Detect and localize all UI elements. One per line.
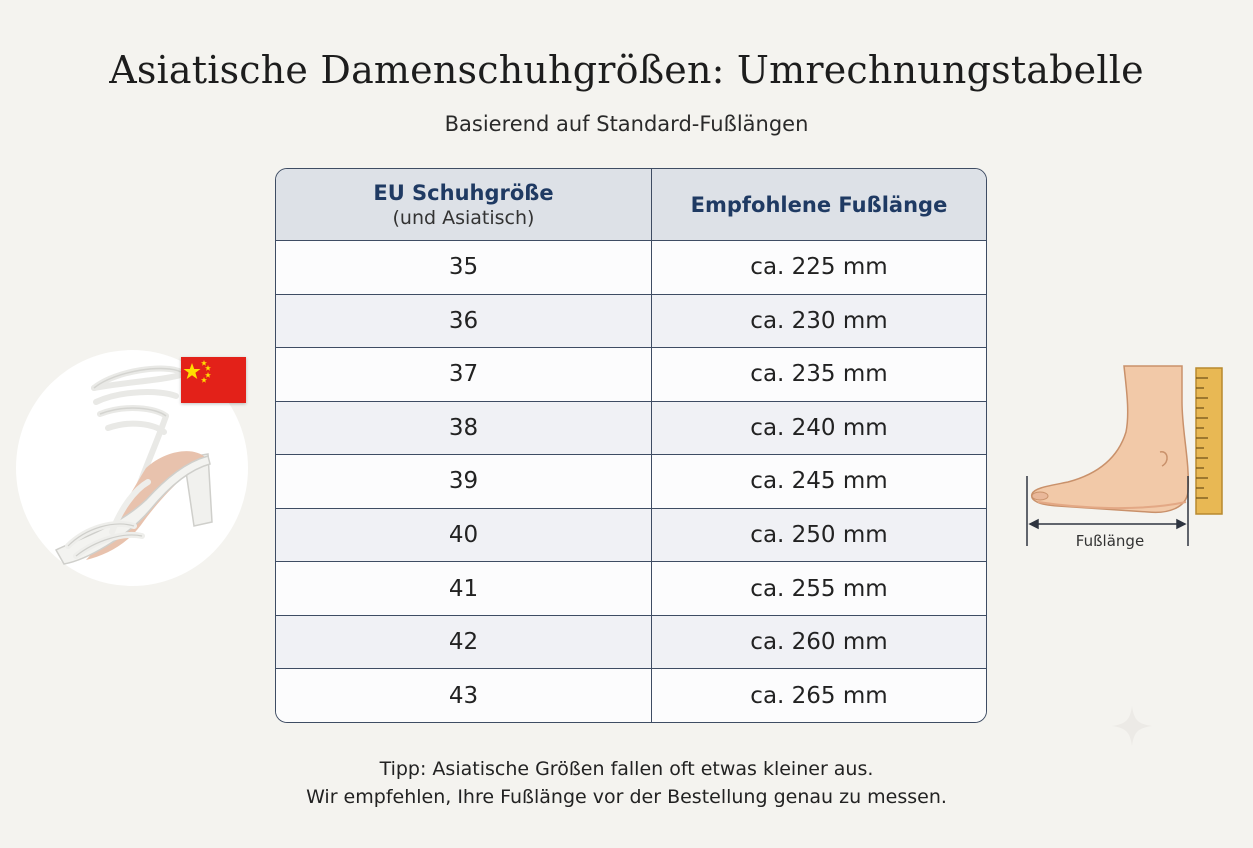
strappy-sandal-image: [54, 365, 213, 565]
length-cell: ca. 245 mm: [651, 454, 986, 509]
header-foot-length: Empfohlene Fußlänge: [651, 169, 986, 241]
table-row: 39 ca. 245 mm: [276, 454, 986, 509]
length-cell: ca. 265 mm: [651, 668, 986, 722]
foot-length-label: Fußlänge: [1075, 532, 1145, 550]
table-header-row: EU Schuhgröße (und Asiatisch) Empfohlene…: [276, 169, 986, 241]
length-cell: ca. 240 mm: [651, 401, 986, 456]
table-row: 41 ca. 255 mm: [276, 561, 986, 616]
size-conversion-table: EU Schuhgröße (und Asiatisch) Empfohlene…: [275, 168, 987, 723]
size-cell: 35: [276, 240, 652, 295]
ruler-icon: [1195, 367, 1223, 515]
size-cell: 40: [276, 508, 652, 563]
length-cell: ca. 230 mm: [651, 294, 986, 349]
foot-measure-illustration: [1026, 365, 1223, 546]
page-title: Asiatische Damenschuhgrößen: Umrechnungs…: [109, 48, 1144, 92]
table-row: 37 ca. 235 mm: [276, 347, 986, 402]
header-eu-size: EU Schuhgröße (und Asiatisch): [276, 169, 652, 241]
table-row: 42 ca. 260 mm: [276, 615, 986, 670]
length-cell: ca. 225 mm: [651, 240, 986, 295]
size-cell: 36: [276, 294, 652, 349]
tip-line-1: Tipp: Asiatische Größen fallen oft etwas…: [379, 758, 874, 780]
size-cell: 41: [276, 561, 652, 616]
length-cell: ca. 235 mm: [651, 347, 986, 402]
length-cell: ca. 260 mm: [651, 615, 986, 670]
table-row: 40 ca. 250 mm: [276, 508, 986, 563]
table-row: 36 ca. 230 mm: [276, 294, 986, 349]
china-flag-icon: [181, 357, 246, 403]
table-row: 38 ca. 240 mm: [276, 401, 986, 456]
page-subtitle: Basierend auf Standard-Fußlängen: [444, 112, 809, 136]
size-cell: 43: [276, 668, 652, 722]
tip-text: Tipp: Asiatische Größen fallen oft etwas…: [0, 755, 1253, 811]
size-cell: 42: [276, 615, 652, 670]
size-cell: 39: [276, 454, 652, 509]
size-cell: 37: [276, 347, 652, 402]
length-cell: ca. 255 mm: [651, 561, 986, 616]
table-row: 43 ca. 265 mm: [276, 668, 986, 722]
length-cell: ca. 250 mm: [651, 508, 986, 563]
header-eu-size-sublabel: (und Asiatisch): [392, 206, 535, 229]
table-row: 35 ca. 225 mm: [276, 240, 986, 295]
size-cell: 38: [276, 401, 652, 456]
sparkle-icon: [1112, 706, 1152, 746]
tip-line-2: Wir empfehlen, Ihre Fußlänge vor der Bes…: [306, 786, 947, 808]
header-eu-size-label: EU Schuhgröße: [373, 180, 554, 205]
